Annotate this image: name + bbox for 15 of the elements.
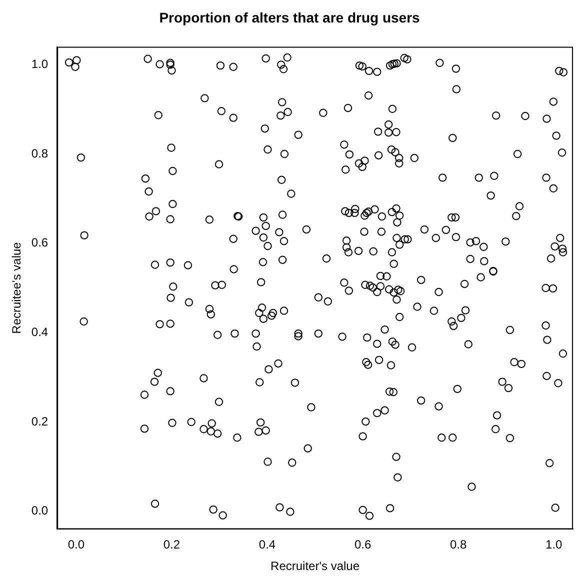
y-tick-label: 0.8 bbox=[31, 146, 48, 160]
x-tick-label: 0.6 bbox=[354, 538, 372, 552]
x-axis-title: Recruiter's value bbox=[270, 559, 360, 574]
y-tick-label: 0.0 bbox=[31, 504, 48, 518]
x-tick-label: 1.0 bbox=[546, 538, 563, 552]
x-tick-label: 0.0 bbox=[68, 538, 85, 552]
chart-title: Proportion of alters that are drug users bbox=[159, 9, 420, 26]
y-tick-label: 0.4 bbox=[31, 324, 48, 339]
y-axis-title: Recruitee's value bbox=[10, 242, 24, 334]
x-tick-label: 0.2 bbox=[163, 538, 180, 552]
y-tick-label: 0.6 bbox=[31, 236, 48, 250]
y-tick-label: 0.2 bbox=[31, 414, 48, 428]
x-tick-label: 0.4 bbox=[258, 538, 276, 552]
x-tick-label: 0.8 bbox=[450, 538, 468, 552]
y-tick-label: 1.0 bbox=[31, 56, 48, 71]
